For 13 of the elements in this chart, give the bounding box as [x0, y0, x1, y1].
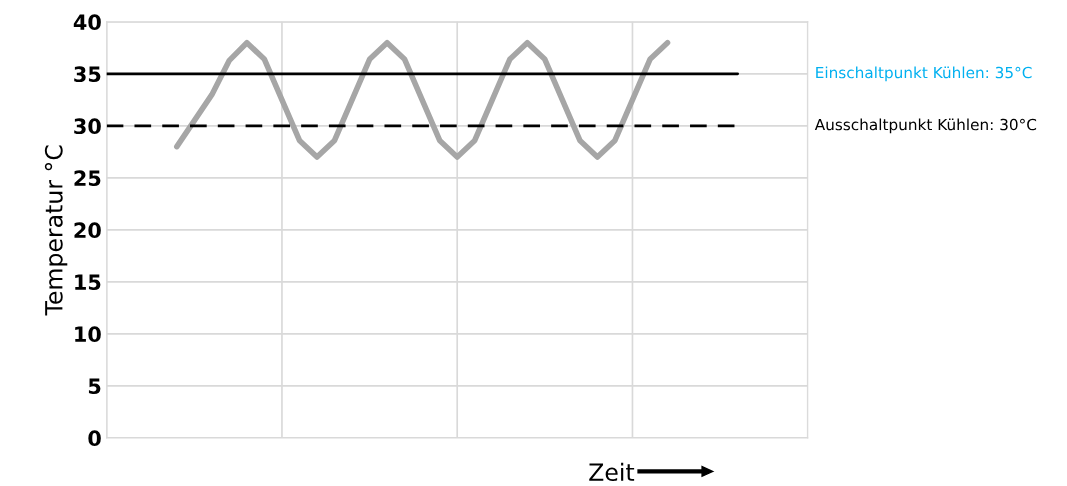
y-tick-label: 35	[74, 66, 101, 83]
y-tick-label: 25	[74, 170, 101, 187]
y-tick-label: 5	[88, 378, 101, 395]
y-tick-label: 40	[73, 14, 101, 31]
y-tick-label: 0	[88, 430, 101, 447]
y-tick-label: 20	[74, 222, 101, 239]
y-tick-label: 10	[75, 326, 101, 343]
x-axis-title: Zeit	[589, 462, 635, 482]
y-tick-label: 15	[75, 274, 101, 291]
y-axis-title: Temperatur °C	[44, 145, 68, 316]
y-tick-label: 30	[74, 118, 101, 135]
text: Einschaltpunkt Kühlen: 35°C	[816, 66, 1032, 82]
text: Ausschaltpunkt Kühlen: 30°C	[814, 118, 1037, 134]
